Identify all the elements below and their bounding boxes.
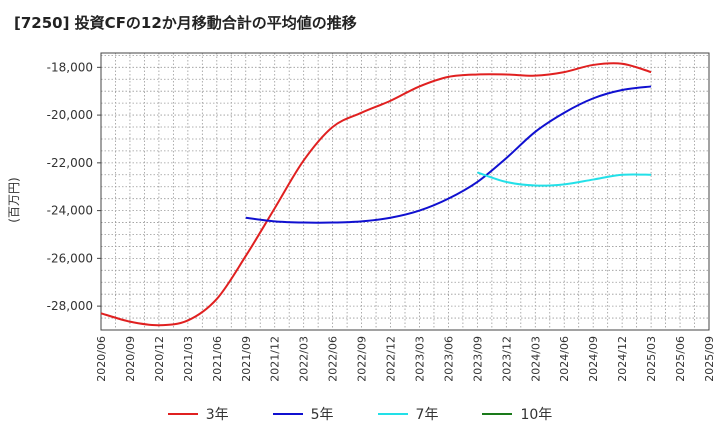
series-line-3年 bbox=[100, 62, 652, 327]
plot-frame bbox=[100, 52, 710, 331]
y-tick-label: -22,000 bbox=[47, 156, 93, 170]
axis-layer: -28,000 -26,000 -24,000 -22,000 -20,000 -18,0… bbox=[47, 60, 716, 381]
legend-label: 3年 bbox=[205, 407, 229, 423]
x-tick-label: 2021/03 bbox=[182, 336, 195, 382]
x-tick-label: 2023/06 bbox=[442, 336, 455, 382]
y-tick-label: -20,000 bbox=[47, 108, 93, 122]
legend-swatch bbox=[272, 413, 303, 415]
x-tick-label: 2020/12 bbox=[153, 336, 166, 382]
x-tick-label: 2024/03 bbox=[529, 336, 542, 382]
x-tick-label: 2025/09 bbox=[703, 336, 716, 382]
legend-item: 7年 bbox=[377, 404, 439, 424]
x-tick-label: 2023/12 bbox=[500, 336, 513, 382]
legend-swatch bbox=[377, 413, 408, 415]
legend-swatch bbox=[167, 413, 198, 415]
x-tick-label: 2022/03 bbox=[298, 336, 311, 382]
x-tick-label: 2023/09 bbox=[471, 336, 484, 382]
series-line-7年 bbox=[477, 171, 652, 187]
x-tick-label: 2022/06 bbox=[327, 336, 340, 382]
x-tick-label: 2022/12 bbox=[385, 336, 398, 382]
chart-title: [7250] 投資CFの12か月移動合計の平均値の推移 bbox=[14, 14, 357, 32]
x-tick-label: 2024/06 bbox=[558, 336, 571, 382]
x-tick-label: 2021/09 bbox=[240, 336, 253, 382]
legend-label: 7年 bbox=[415, 407, 439, 423]
x-tick-label: 2020/06 bbox=[95, 336, 108, 382]
legend-swatch bbox=[482, 413, 513, 415]
legend-item: 10年 bbox=[482, 404, 552, 424]
x-tick-label: 2021/06 bbox=[211, 336, 224, 382]
legend-label: 5年 bbox=[310, 407, 334, 423]
y-tick-label: -28,000 bbox=[47, 299, 93, 313]
x-tick-label: 2022/09 bbox=[356, 336, 369, 382]
series-layer bbox=[100, 62, 652, 327]
legend-item: 5年 bbox=[272, 404, 334, 424]
y-tick-label: -24,000 bbox=[47, 204, 93, 218]
y-tick-label: -26,000 bbox=[47, 251, 93, 265]
x-tick-label: 2025/06 bbox=[674, 336, 687, 382]
legend: 3年 5年 7年 10年 bbox=[0, 404, 720, 424]
x-tick-label: 2023/03 bbox=[413, 336, 426, 382]
grid-layer bbox=[101, 53, 709, 330]
legend-item: 3年 bbox=[167, 404, 229, 424]
legend-label: 10年 bbox=[520, 407, 553, 423]
x-tick-label: 2024/09 bbox=[587, 336, 600, 382]
x-tick-label: 2025/03 bbox=[645, 336, 658, 382]
y-axis-label: (百万円) bbox=[7, 177, 21, 222]
y-tick-label: -18,000 bbox=[47, 60, 93, 74]
x-tick-label: 2024/12 bbox=[616, 336, 629, 382]
series-line-5年 bbox=[245, 85, 652, 224]
x-tick-label: 2020/09 bbox=[124, 336, 137, 382]
x-tick-label: 2021/12 bbox=[269, 336, 282, 382]
